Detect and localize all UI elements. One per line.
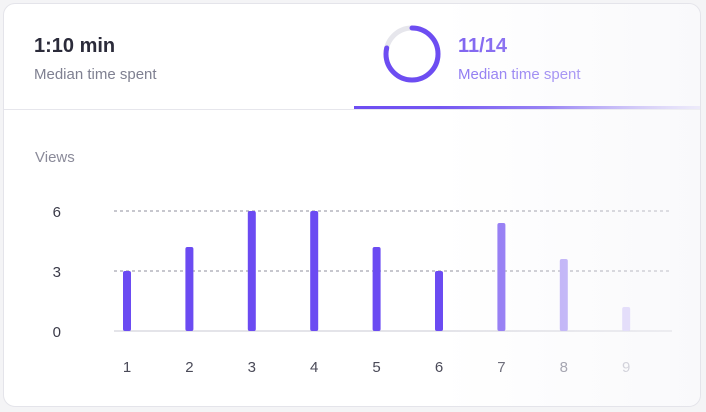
tab-time-spent[interactable]: 1:10 min Median time spent [4,4,354,110]
bar-4[interactable] [310,211,319,331]
pages-viewed-label: Median time spent [458,66,581,83]
bar-9[interactable] [622,307,631,331]
y-tick-labels: 0 3 6 [53,204,61,341]
chart-gridlines [114,210,672,332]
bar-2[interactable] [185,247,194,331]
x-tick-label: 5 [372,359,380,376]
x-tick-label: 8 [560,359,568,376]
time-spent-value: 1:10 min [34,35,116,57]
y-tick-label: 6 [53,204,61,221]
views-bar-chart: Views 0 3 6 1 2 3 4 5 6 7 8 9 [35,149,672,376]
bar-8[interactable] [559,259,568,331]
x-tick-label: 2 [185,359,193,376]
progress-ring-icon [383,25,441,83]
pages-viewed-value: 11/14 [458,35,507,57]
y-tick-label: 0 [53,324,61,341]
x-tick-labels: 1 2 3 4 5 6 7 8 9 [123,359,631,376]
x-tick-label: 3 [248,359,256,376]
bar-1[interactable] [123,271,131,331]
metric-tabs: 1:10 min Median time spent 11/14 Median … [4,4,700,110]
time-spent-label: Median time spent [34,66,157,83]
bar-3[interactable] [247,211,256,331]
bar-7[interactable] [497,223,506,331]
y-tick-label: 3 [53,264,61,281]
views-card: 1:10 min Median time spent 11/14 Median … [3,3,701,407]
x-tick-label: 9 [622,359,630,376]
bar-6[interactable] [435,271,443,331]
bar-5[interactable] [372,247,381,331]
x-tick-label: 4 [310,359,318,376]
x-tick-label: 1 [123,359,131,376]
tab-pages-viewed[interactable]: 11/14 Median time spent [354,4,700,110]
x-tick-label: 6 [435,359,443,376]
active-tab-indicator [354,106,700,109]
x-tick-label: 7 [497,359,505,376]
y-axis-title: Views [35,149,75,166]
